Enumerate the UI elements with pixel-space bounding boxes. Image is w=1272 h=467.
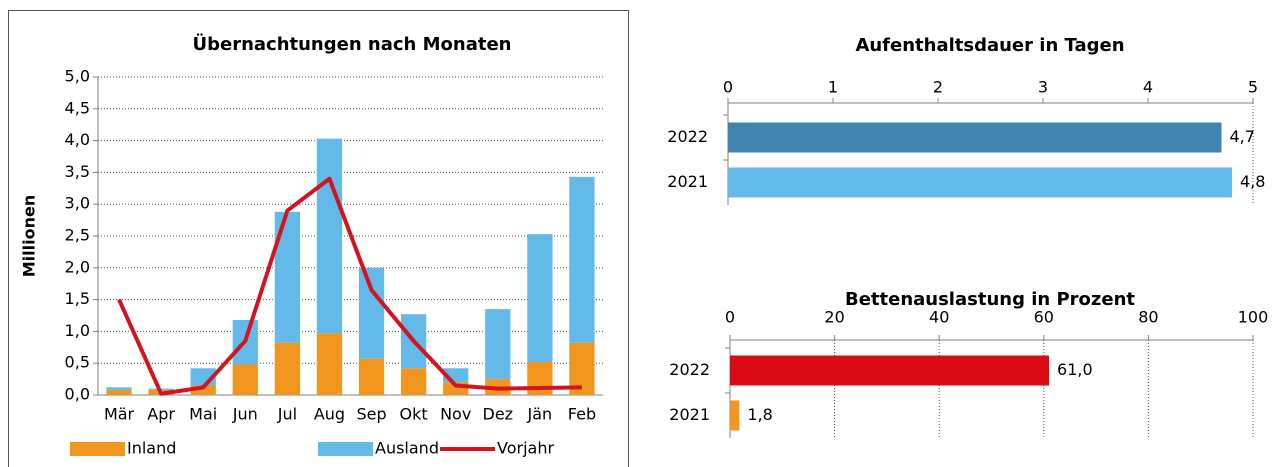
x-tick-label: 40 xyxy=(929,308,949,327)
bar xyxy=(190,385,216,395)
x-tick-label: 1 xyxy=(828,78,838,97)
chart-title: Bettenauslastung in Prozent xyxy=(845,289,1135,310)
y-tick-label: 2022 xyxy=(669,360,710,379)
y-tick-label: 1,0 xyxy=(65,321,90,340)
x-tick-label: Aug xyxy=(314,405,345,424)
y-tick-label: 3,0 xyxy=(65,194,90,213)
legend-label: Ausland xyxy=(375,439,439,458)
x-tick-label: Dez xyxy=(483,405,514,424)
y-tick-label: 4,5 xyxy=(65,98,90,117)
x-tick-label: 5 xyxy=(1248,78,1258,97)
y-tick-label: 5,0 xyxy=(65,67,90,86)
x-tick-label: Nov xyxy=(440,405,471,424)
panel-border xyxy=(8,10,629,467)
y-tick-label: 2022 xyxy=(667,127,708,146)
x-tick-label: Mai xyxy=(189,405,217,424)
bar xyxy=(485,309,511,380)
y-tick-label: 2,0 xyxy=(65,257,90,276)
x-tick-label: 3 xyxy=(1038,78,1048,97)
x-tick-label: Jul xyxy=(277,405,297,424)
x-tick-label: Okt xyxy=(400,405,428,424)
bar xyxy=(274,342,300,395)
x-tick-label: 0 xyxy=(725,308,735,327)
bar xyxy=(730,400,740,431)
x-tick-label: 80 xyxy=(1138,308,1158,327)
x-tick-label: 0 xyxy=(723,78,733,97)
bar xyxy=(358,358,385,395)
x-tick-label: 4 xyxy=(1143,78,1153,97)
bar xyxy=(527,234,553,362)
value-label: 61,0 xyxy=(1057,360,1093,379)
x-tick-label: 100 xyxy=(1238,308,1269,327)
x-tick-label: 20 xyxy=(824,308,844,327)
bar xyxy=(106,389,132,395)
y-axis-label: Millionen xyxy=(20,195,39,277)
x-tick-label: 2 xyxy=(933,78,943,97)
x-tick-label: Jun xyxy=(232,405,258,424)
y-tick-label: 2021 xyxy=(667,172,708,191)
value-label: 4,8 xyxy=(1240,172,1265,191)
y-tick-label: 1,5 xyxy=(65,289,90,308)
line xyxy=(117,176,582,396)
bar xyxy=(569,176,595,343)
x-tick-label: Feb xyxy=(568,405,596,424)
bar xyxy=(316,333,343,395)
x-tick-label: 60 xyxy=(1034,308,1054,327)
bar xyxy=(232,364,258,395)
bar xyxy=(316,138,343,334)
legend-label: Inland xyxy=(127,439,176,458)
y-tick-label: 3,5 xyxy=(65,162,90,181)
y-tick-label: 2021 xyxy=(669,405,710,424)
bar xyxy=(728,167,1232,198)
y-tick-label: 0,5 xyxy=(65,353,90,372)
y-tick-label: 4,0 xyxy=(65,130,90,149)
legend-swatch xyxy=(70,442,125,456)
bar xyxy=(106,387,132,390)
bar xyxy=(730,355,1050,386)
bar xyxy=(728,122,1222,153)
legend-swatch xyxy=(318,442,373,456)
x-tick-label: Jän xyxy=(527,405,553,424)
x-tick-label: Apr xyxy=(147,405,175,424)
legend-label: Vorjahr xyxy=(497,439,554,458)
x-tick-label: Sep xyxy=(356,405,386,424)
bar xyxy=(358,267,385,359)
y-tick-label: 0,0 xyxy=(65,385,90,404)
chart-title: Übernachtungen nach Monaten xyxy=(192,33,511,55)
chart-title: Aufenthaltsdauer in Tagen xyxy=(855,35,1124,56)
y-tick-label: 2,5 xyxy=(65,226,90,245)
x-tick-label: Mär xyxy=(104,405,135,424)
value-label: 1,8 xyxy=(747,405,772,424)
bar xyxy=(401,368,427,395)
value-label: 4,7 xyxy=(1230,127,1255,146)
